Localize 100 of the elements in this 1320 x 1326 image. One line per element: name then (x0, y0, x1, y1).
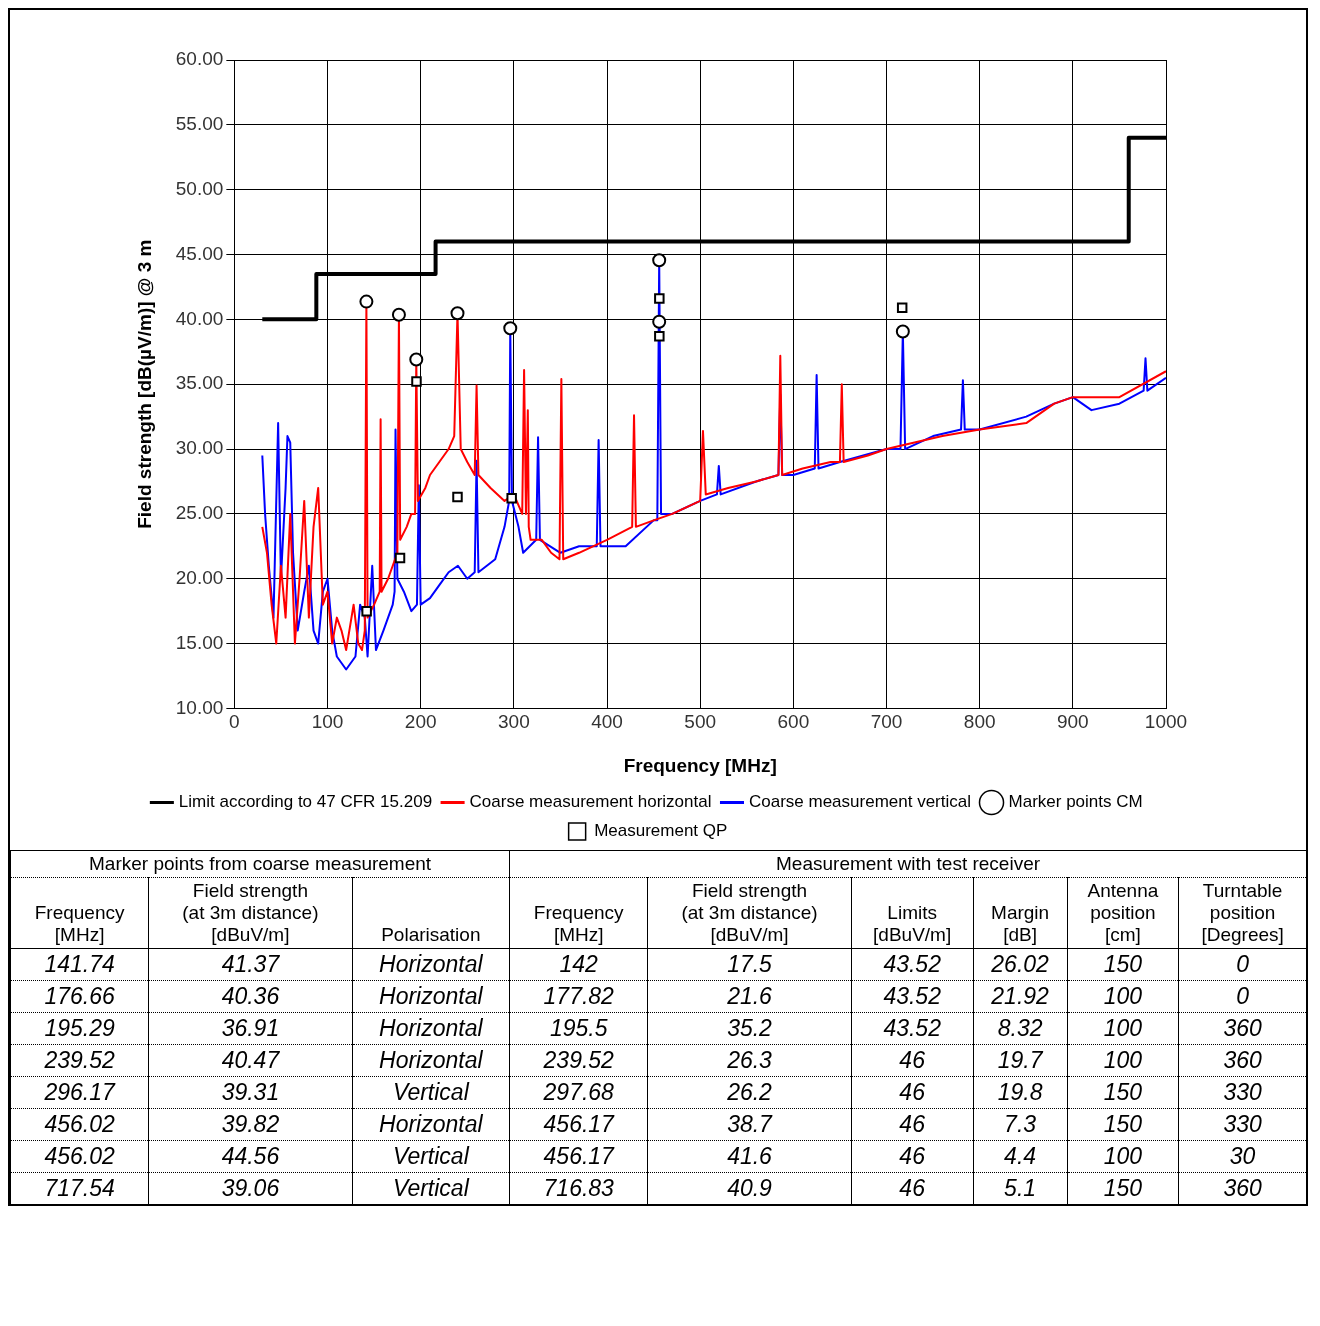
text: 150 (1067, 948, 1179, 981)
text: 7.3 (973, 1108, 1068, 1141)
text: 239.52 (509, 1044, 648, 1077)
text: 195.29 (10, 1012, 149, 1045)
y-tick-label: 30.00 (175, 437, 224, 459)
text: 297.68 (509, 1076, 648, 1109)
legend-label: Limit according to 47 CFR 15.209 (178, 792, 433, 812)
text: 41.37 (148, 948, 353, 981)
text: 176.66 (10, 980, 149, 1013)
text: 35.2 (647, 1012, 852, 1045)
y-tick-label: 40.00 (175, 307, 224, 329)
text: 46 (851, 1172, 974, 1204)
text: 360 (1178, 1044, 1306, 1077)
x-tick-label: 700 (870, 711, 903, 733)
y-tick-label: 35.00 (175, 372, 224, 394)
text: 46 (851, 1076, 974, 1109)
y-tick-label: 55.00 (175, 113, 224, 135)
text: 43.52 (851, 948, 974, 981)
text: 46 (851, 1108, 974, 1141)
x-tick-label: 500 (684, 711, 717, 733)
x-tick-label: 200 (404, 711, 437, 733)
x-tick-label: 600 (777, 711, 810, 733)
text: 330 (1178, 1108, 1306, 1141)
text: 142 (509, 948, 648, 981)
text: 21.6 (647, 980, 852, 1013)
legend-label: Marker points CM (1008, 792, 1143, 812)
text: 141.74 (10, 948, 149, 981)
text: Margin [dB] (973, 877, 1068, 949)
text: 38.7 (647, 1108, 852, 1141)
text: 716.83 (509, 1172, 648, 1204)
y-tick-label: 60.00 (175, 48, 224, 70)
text: Frequency [MHz] (509, 877, 648, 949)
y-axis-title: Field strength [dB(µV/m)] @ 3 m (133, 239, 155, 529)
text: 39.31 (148, 1076, 353, 1109)
text: 46 (851, 1044, 974, 1077)
text: 100 (1067, 1140, 1179, 1173)
y-tick-label: 15.00 (175, 631, 224, 653)
text: Vertical (352, 1140, 510, 1173)
legend-label: Coarse measurement horizontal (469, 792, 712, 812)
text: 39.82 (148, 1108, 353, 1141)
text: 44.56 (148, 1140, 353, 1173)
text: 39.06 (148, 1172, 353, 1204)
text: 41.6 (647, 1140, 852, 1173)
text: Frequency [MHz] (10, 877, 149, 949)
text: 100 (1067, 980, 1179, 1013)
text: 46 (851, 1140, 974, 1173)
x-tick-label: 1000 (1144, 711, 1188, 733)
text: Field strength (at 3m distance) [dBuV/m] (647, 877, 852, 949)
text: 456.02 (10, 1140, 149, 1173)
text: 40.9 (647, 1172, 852, 1204)
text: 100 (1067, 1044, 1179, 1077)
legend-label: Coarse measurement vertical (748, 792, 972, 812)
text: 19.8 (973, 1076, 1068, 1109)
y-tick-label: 10.00 (175, 696, 224, 718)
text: 8.32 (973, 1012, 1068, 1045)
text: Field strength (at 3m distance) [dBuV/m] (148, 877, 353, 949)
text: 150 (1067, 1108, 1179, 1141)
text: 150 (1067, 1172, 1179, 1204)
text: 330 (1178, 1076, 1306, 1109)
text: Horizontal (352, 980, 510, 1013)
text: 26.2 (647, 1076, 852, 1109)
text: 17.5 (647, 948, 852, 981)
text: 717.54 (10, 1172, 149, 1204)
x-tick-label: 800 (963, 711, 996, 733)
text: Horizontal (352, 1108, 510, 1141)
text: Limits [dBuV/m] (851, 877, 974, 949)
text: 360 (1178, 1172, 1306, 1204)
x-tick-label: 300 (497, 711, 530, 733)
y-tick-label: 45.00 (175, 242, 224, 264)
y-tick-label: 20.00 (175, 566, 224, 588)
x-tick-label: 100 (311, 711, 344, 733)
text: Horizontal (352, 1012, 510, 1045)
text: 360 (1178, 1012, 1306, 1045)
text: 239.52 (10, 1044, 149, 1077)
text: 4.4 (973, 1140, 1068, 1173)
text: Horizontal (352, 1044, 510, 1077)
text: 26.02 (973, 948, 1068, 981)
text: 456.02 (10, 1108, 149, 1141)
text: 43.52 (851, 980, 974, 1013)
text: 21.92 (973, 980, 1068, 1013)
text: Antenna position [cm] (1067, 877, 1179, 949)
text: 43.52 (851, 1012, 974, 1045)
text: 150 (1067, 1076, 1179, 1109)
text: 0 (1178, 948, 1306, 981)
text: 30 (1178, 1140, 1306, 1173)
x-tick-label: 0 (229, 711, 240, 733)
text: 40.36 (148, 980, 353, 1013)
text: 5.1 (973, 1172, 1068, 1204)
x-tick-label: 900 (1056, 711, 1089, 733)
text: 36.91 (148, 1012, 353, 1045)
text: Vertical (352, 1172, 510, 1204)
y-tick-label: 50.00 (175, 177, 224, 199)
text: 100 (1067, 1012, 1179, 1045)
text: Horizontal (352, 948, 510, 981)
text: 195.5 (509, 1012, 648, 1045)
text: 0 (1178, 980, 1306, 1013)
text: 456.17 (509, 1140, 648, 1173)
text: Measurement with test receiver (509, 850, 1306, 878)
text: 296.17 (10, 1076, 149, 1109)
x-tick-label: 400 (591, 711, 623, 733)
